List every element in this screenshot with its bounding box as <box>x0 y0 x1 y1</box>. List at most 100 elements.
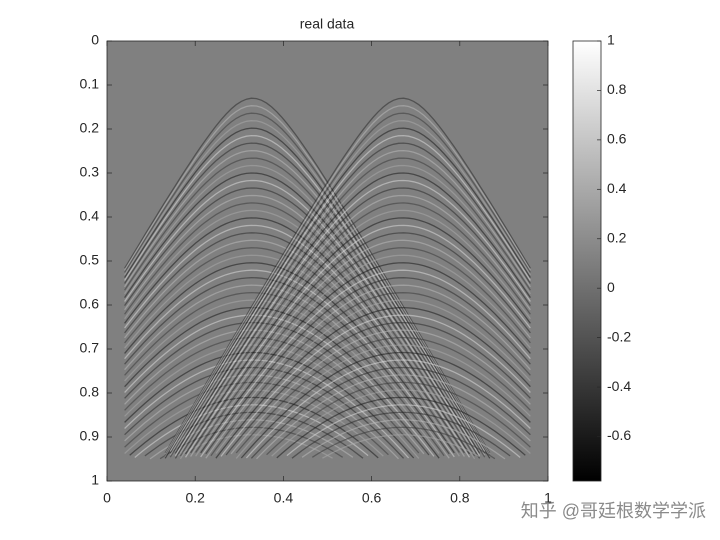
reflection-event <box>195 247 531 453</box>
reflection-event <box>124 292 445 457</box>
reflection-event <box>124 381 389 456</box>
reflection-event <box>200 262 531 454</box>
reflection-event <box>124 112 491 456</box>
reflection-event <box>169 134 531 452</box>
reflection-event <box>230 329 531 455</box>
y-tick-label: 0.9 <box>80 428 100 444</box>
reflection-event <box>266 381 531 456</box>
reflection-event <box>124 247 460 453</box>
reflection-event <box>134 404 369 459</box>
x-tick-label: 0.6 <box>362 490 382 506</box>
y-tick-label: 0.4 <box>80 208 100 224</box>
reflection-event <box>174 187 531 459</box>
reflection-event <box>256 374 531 460</box>
reflection-event <box>124 164 481 452</box>
reflection-event <box>129 396 379 459</box>
reflection-event <box>124 314 435 457</box>
colorbar <box>572 40 602 482</box>
reflection-event <box>271 389 531 457</box>
y-tick-label: 0.8 <box>80 384 100 400</box>
reflection-event <box>311 426 496 460</box>
reflection-event <box>205 284 531 459</box>
reflection-event <box>225 321 531 456</box>
reflection-event <box>205 277 531 455</box>
reflection-event <box>164 105 531 455</box>
reflection-event <box>124 127 491 459</box>
reflection-event <box>124 187 481 459</box>
y-tick-label: 0.3 <box>80 164 100 180</box>
reflection-event <box>124 359 410 459</box>
reflection-event <box>124 149 486 456</box>
reflection-event <box>235 336 531 454</box>
colorbar-tick-label: 0.8 <box>607 81 627 97</box>
seismic-image <box>124 97 531 460</box>
y-tick-label: 0.2 <box>80 120 100 136</box>
reflection-event <box>322 434 480 459</box>
reflection-event <box>179 194 531 454</box>
reflection-event <box>124 194 476 454</box>
reflection-event <box>169 142 531 454</box>
chart-title: real data <box>300 16 355 32</box>
reflection-event <box>124 202 476 457</box>
reflection-event <box>124 120 491 458</box>
reflection-event <box>169 149 531 456</box>
reflection-event <box>195 254 531 457</box>
reflection-event <box>124 306 440 459</box>
reflection-event <box>164 97 531 454</box>
x-tick-label: 0.8 <box>450 490 470 506</box>
x-tick-label: 0 <box>103 490 111 506</box>
colorbar-tick-label: -0.2 <box>607 328 631 344</box>
x-tick-label: 1 <box>544 490 552 506</box>
reflection-event <box>301 419 506 460</box>
colorbar-tick-label: 0 <box>607 279 615 295</box>
reflection-event <box>184 217 531 455</box>
reflection-event <box>164 112 531 456</box>
colorbar-tick-label: -0.4 <box>607 378 631 394</box>
colorbar-tick-label: -0.6 <box>607 427 631 443</box>
reflection-event <box>250 366 531 459</box>
reflection-event <box>184 224 531 458</box>
reflection-event <box>215 299 531 454</box>
y-tick-label: 1 <box>91 472 99 488</box>
reflection-event <box>124 277 450 455</box>
reflection-event <box>276 396 526 459</box>
reflection-event <box>179 209 531 460</box>
reflection-event <box>124 336 420 454</box>
watermark: 知乎 @哥廷根数学学派 <box>521 501 706 521</box>
reflection-event <box>215 306 531 459</box>
y-tick-label: 0.7 <box>80 340 100 356</box>
y-tick-label: 0.5 <box>80 252 100 268</box>
colorbar-tick-label: 0.6 <box>607 131 627 147</box>
x-tick-label: 0.2 <box>185 490 205 506</box>
reflection-event <box>124 97 491 454</box>
reflection-event <box>174 179 531 457</box>
reflection-event <box>286 404 521 459</box>
colorbar-tick-label: 0.2 <box>607 229 627 245</box>
reflection-event <box>124 134 486 452</box>
reflection-event <box>124 157 486 458</box>
reflection-event <box>291 411 511 459</box>
image-background <box>107 41 548 481</box>
reflection-event <box>235 344 531 459</box>
reflection-event <box>174 172 531 454</box>
colorbar-tick-label: 1 <box>607 32 615 48</box>
reflection-event <box>190 239 531 457</box>
reflection-event <box>124 172 481 454</box>
reflection-event <box>174 164 531 452</box>
colorbar-tick-label: 0.4 <box>607 180 627 196</box>
reflection-event <box>169 157 531 458</box>
reflection-event <box>124 224 471 458</box>
reflection-event <box>124 254 460 457</box>
reflection-event <box>245 359 531 459</box>
y-tick-label: 0 <box>91 32 99 48</box>
reflection-event <box>164 127 531 459</box>
reflection-event <box>240 351 531 459</box>
reflection-event <box>164 120 531 458</box>
y-tick-label: 0.1 <box>80 76 100 92</box>
reflection-event <box>200 269 531 458</box>
y-tick-label: 0.6 <box>80 296 100 312</box>
reflection-event <box>210 292 531 457</box>
reflection-event <box>179 202 531 457</box>
x-tick-label: 0.4 <box>274 490 294 506</box>
